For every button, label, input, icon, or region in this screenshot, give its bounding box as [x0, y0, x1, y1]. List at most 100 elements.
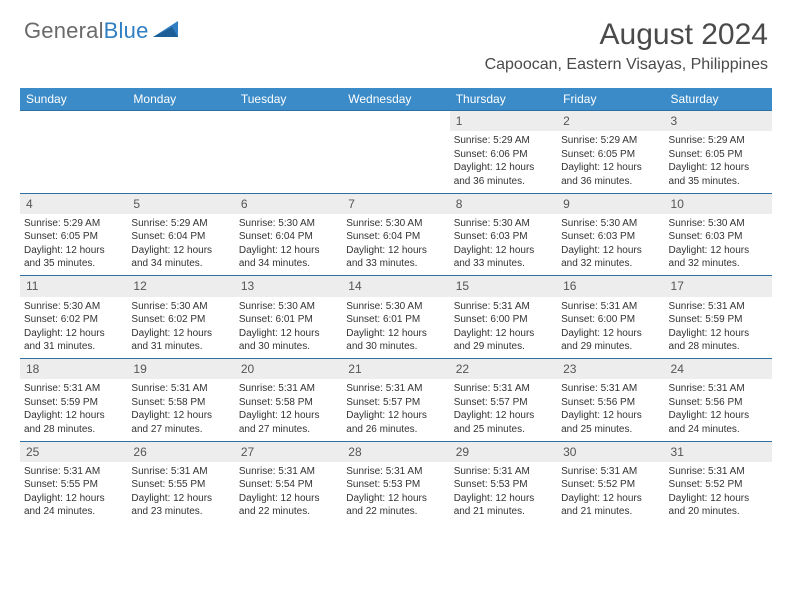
sunrise-line: Sunrise: 5:31 AM	[131, 382, 230, 396]
day-number-cell: 3	[665, 111, 772, 132]
day-number-cell: 17	[665, 276, 772, 297]
weekday-header: Saturday	[665, 88, 772, 111]
day-detail-cell: Sunrise: 5:31 AMSunset: 6:00 PMDaylight:…	[557, 297, 664, 359]
sunset-line: Sunset: 6:00 PM	[454, 313, 553, 327]
detail-row: Sunrise: 5:29 AMSunset: 6:05 PMDaylight:…	[20, 214, 772, 276]
sunrise-line: Sunrise: 5:31 AM	[454, 382, 553, 396]
daylight-line: Daylight: 12 hours and 32 minutes.	[669, 244, 768, 271]
sunrise-line: Sunrise: 5:30 AM	[24, 300, 123, 314]
day-detail-cell: Sunrise: 5:31 AMSunset: 5:57 PMDaylight:…	[450, 379, 557, 441]
daylight-line: Daylight: 12 hours and 31 minutes.	[131, 327, 230, 354]
day-number: 12	[133, 279, 146, 293]
day-number-cell	[20, 111, 127, 132]
weekday-header: Monday	[127, 88, 234, 111]
title-block: August 2024 Capoocan, Eastern Visayas, P…	[485, 18, 768, 74]
sunrise-line: Sunrise: 5:31 AM	[239, 382, 338, 396]
day-number-cell: 26	[127, 441, 234, 462]
daylight-line: Daylight: 12 hours and 27 minutes.	[239, 409, 338, 436]
day-number: 28	[348, 445, 361, 459]
day-detail-cell: Sunrise: 5:30 AMSunset: 6:03 PMDaylight:…	[665, 214, 772, 276]
brand-text: GeneralBlue	[24, 18, 149, 44]
day-number-cell: 6	[235, 193, 342, 214]
day-number-cell: 10	[665, 193, 772, 214]
daylight-line: Daylight: 12 hours and 25 minutes.	[454, 409, 553, 436]
sunset-line: Sunset: 6:06 PM	[454, 148, 553, 162]
sunrise-line: Sunrise: 5:29 AM	[24, 217, 123, 231]
day-detail-cell: Sunrise: 5:31 AMSunset: 5:53 PMDaylight:…	[342, 462, 449, 524]
day-number: 26	[133, 445, 146, 459]
day-number: 14	[348, 279, 361, 293]
day-number-cell: 4	[20, 193, 127, 214]
sunrise-line: Sunrise: 5:31 AM	[454, 300, 553, 314]
day-number: 10	[671, 197, 684, 211]
sunrise-line: Sunrise: 5:30 AM	[131, 300, 230, 314]
daylight-line: Daylight: 12 hours and 35 minutes.	[669, 161, 768, 188]
day-detail-cell: Sunrise: 5:30 AMSunset: 6:01 PMDaylight:…	[342, 297, 449, 359]
day-number-cell: 23	[557, 359, 664, 380]
sunset-line: Sunset: 5:58 PM	[239, 396, 338, 410]
daylight-line: Daylight: 12 hours and 30 minutes.	[346, 327, 445, 354]
sunset-line: Sunset: 6:02 PM	[131, 313, 230, 327]
page-header: GeneralBlue August 2024 Capoocan, Easter…	[0, 0, 792, 80]
day-number: 31	[671, 445, 684, 459]
day-detail-cell: Sunrise: 5:31 AMSunset: 5:55 PMDaylight:…	[127, 462, 234, 524]
day-detail-cell: Sunrise: 5:30 AMSunset: 6:02 PMDaylight:…	[20, 297, 127, 359]
sunset-line: Sunset: 6:00 PM	[561, 313, 660, 327]
day-number: 2	[563, 114, 570, 128]
day-number: 18	[26, 362, 39, 376]
day-number: 6	[241, 197, 248, 211]
sunrise-line: Sunrise: 5:31 AM	[24, 465, 123, 479]
sunset-line: Sunset: 5:58 PM	[131, 396, 230, 410]
daylight-line: Daylight: 12 hours and 23 minutes.	[131, 492, 230, 519]
sunset-line: Sunset: 5:57 PM	[454, 396, 553, 410]
sunset-line: Sunset: 5:52 PM	[561, 478, 660, 492]
day-number: 29	[456, 445, 469, 459]
daynum-row: 11121314151617	[20, 276, 772, 297]
day-number: 20	[241, 362, 254, 376]
day-detail-cell: Sunrise: 5:30 AMSunset: 6:03 PMDaylight:…	[450, 214, 557, 276]
daylight-line: Daylight: 12 hours and 27 minutes.	[131, 409, 230, 436]
day-number-cell: 27	[235, 441, 342, 462]
calendar-table: Sunday Monday Tuesday Wednesday Thursday…	[20, 88, 772, 524]
day-number: 24	[671, 362, 684, 376]
day-number-cell: 9	[557, 193, 664, 214]
day-number: 8	[456, 197, 463, 211]
sunset-line: Sunset: 6:04 PM	[346, 230, 445, 244]
sunset-line: Sunset: 6:03 PM	[669, 230, 768, 244]
daylight-line: Daylight: 12 hours and 20 minutes.	[669, 492, 768, 519]
detail-row: Sunrise: 5:31 AMSunset: 5:55 PMDaylight:…	[20, 462, 772, 524]
daynum-row: 45678910	[20, 193, 772, 214]
sunset-line: Sunset: 6:01 PM	[346, 313, 445, 327]
sunrise-line: Sunrise: 5:29 AM	[561, 134, 660, 148]
day-detail-cell: Sunrise: 5:30 AMSunset: 6:03 PMDaylight:…	[557, 214, 664, 276]
day-detail-cell: Sunrise: 5:29 AMSunset: 6:05 PMDaylight:…	[665, 131, 772, 193]
day-number: 13	[241, 279, 254, 293]
day-detail-cell: Sunrise: 5:31 AMSunset: 5:56 PMDaylight:…	[665, 379, 772, 441]
day-number-cell: 24	[665, 359, 772, 380]
sunset-line: Sunset: 5:53 PM	[346, 478, 445, 492]
day-detail-cell: Sunrise: 5:31 AMSunset: 5:52 PMDaylight:…	[665, 462, 772, 524]
day-detail-cell: Sunrise: 5:31 AMSunset: 6:00 PMDaylight:…	[450, 297, 557, 359]
day-number-cell: 18	[20, 359, 127, 380]
daylight-line: Daylight: 12 hours and 31 minutes.	[24, 327, 123, 354]
sunset-line: Sunset: 5:56 PM	[561, 396, 660, 410]
day-detail-cell: Sunrise: 5:29 AMSunset: 6:06 PMDaylight:…	[450, 131, 557, 193]
day-number-cell: 8	[450, 193, 557, 214]
day-number-cell: 11	[20, 276, 127, 297]
sunrise-line: Sunrise: 5:31 AM	[561, 465, 660, 479]
weekday-header: Sunday	[20, 88, 127, 111]
sunset-line: Sunset: 5:56 PM	[669, 396, 768, 410]
sunset-line: Sunset: 6:05 PM	[561, 148, 660, 162]
sunrise-line: Sunrise: 5:30 AM	[669, 217, 768, 231]
day-number-cell: 21	[342, 359, 449, 380]
weekday-header: Friday	[557, 88, 664, 111]
sunrise-line: Sunrise: 5:29 AM	[669, 134, 768, 148]
daylight-line: Daylight: 12 hours and 36 minutes.	[561, 161, 660, 188]
daylight-line: Daylight: 12 hours and 22 minutes.	[346, 492, 445, 519]
daynum-row: 123	[20, 111, 772, 132]
day-number: 17	[671, 279, 684, 293]
day-number: 25	[26, 445, 39, 459]
sunset-line: Sunset: 5:59 PM	[24, 396, 123, 410]
day-detail-cell: Sunrise: 5:31 AMSunset: 5:58 PMDaylight:…	[127, 379, 234, 441]
daylight-line: Daylight: 12 hours and 30 minutes.	[239, 327, 338, 354]
